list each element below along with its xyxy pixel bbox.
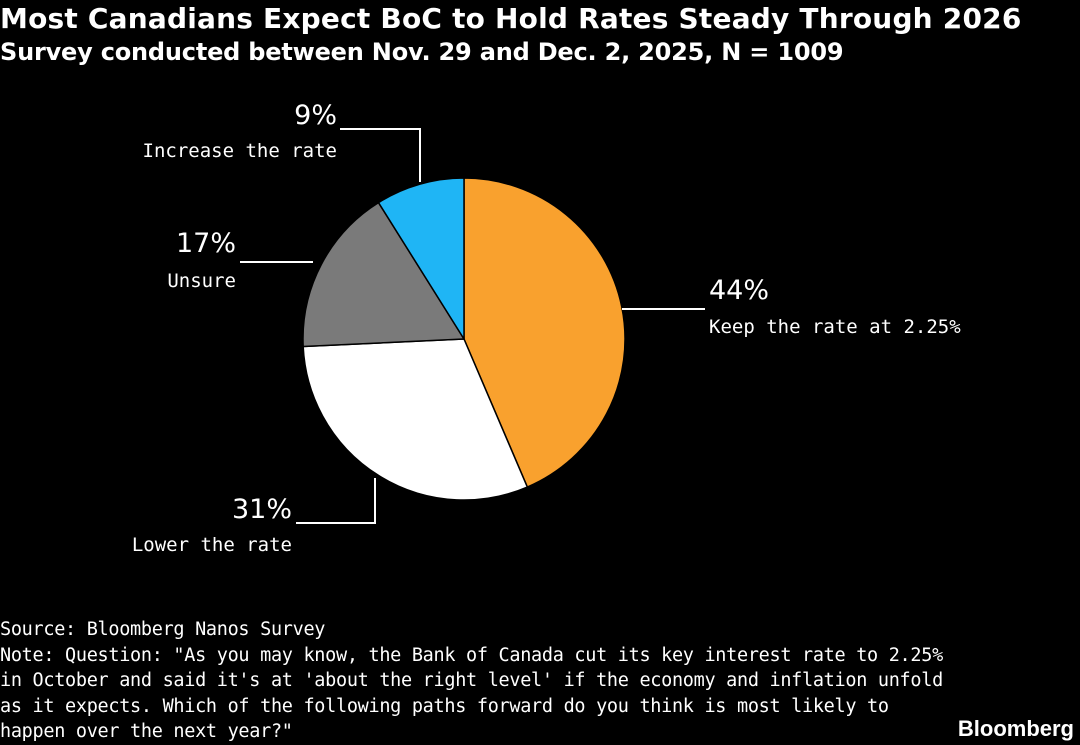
pie-slice-keep-the-rate-at-2-25 (463, 177, 626, 488)
data-label-category-unsure: Unsure (167, 270, 236, 292)
pie-slice-lower-the-rate (302, 338, 529, 501)
chart-footer: Source: Bloomberg Nanos Survey Note: Que… (0, 617, 950, 745)
callout-line-lower-the-rate (296, 478, 376, 524)
chart-title: Most Canadians Expect BoC to Hold Rates … (0, 2, 1022, 35)
pie-callouts: 44% Keep the rate at 2.25% 31% Lower the ra… (132, 100, 961, 556)
callout-line-increase-the-rate (340, 128, 421, 182)
pie-chart: 44% Keep the rate at 2.25% 31% Lower the ra… (132, 100, 961, 556)
data-label-value-lower-the-rate: 31% (232, 494, 292, 525)
pie-slice-increase-the-rate (377, 177, 465, 340)
data-label-category-keep-the-rate-at-2-25: Keep the rate at 2.25% (709, 316, 961, 338)
data-label-value-unsure: 17% (176, 228, 236, 259)
pie-slices (302, 177, 626, 501)
source-note: Source: Bloomberg Nanos Survey (0, 619, 326, 640)
chart-subtitle: Survey conducted between Nov. 29 and Dec… (0, 38, 844, 66)
pie-slice-unsure (302, 201, 465, 348)
data-label-value-keep-the-rate-at-2-25: 44% (709, 275, 769, 306)
bloomberg-logo: Bloomberg (957, 716, 1074, 741)
question-note: Note: Question: "As you may know, the Ba… (0, 644, 943, 743)
data-label-value-increase-the-rate: 9% (294, 100, 337, 131)
data-label-category-increase-the-rate: Increase the rate (143, 140, 337, 162)
data-label-category-lower-the-rate: Lower the rate (132, 534, 292, 556)
